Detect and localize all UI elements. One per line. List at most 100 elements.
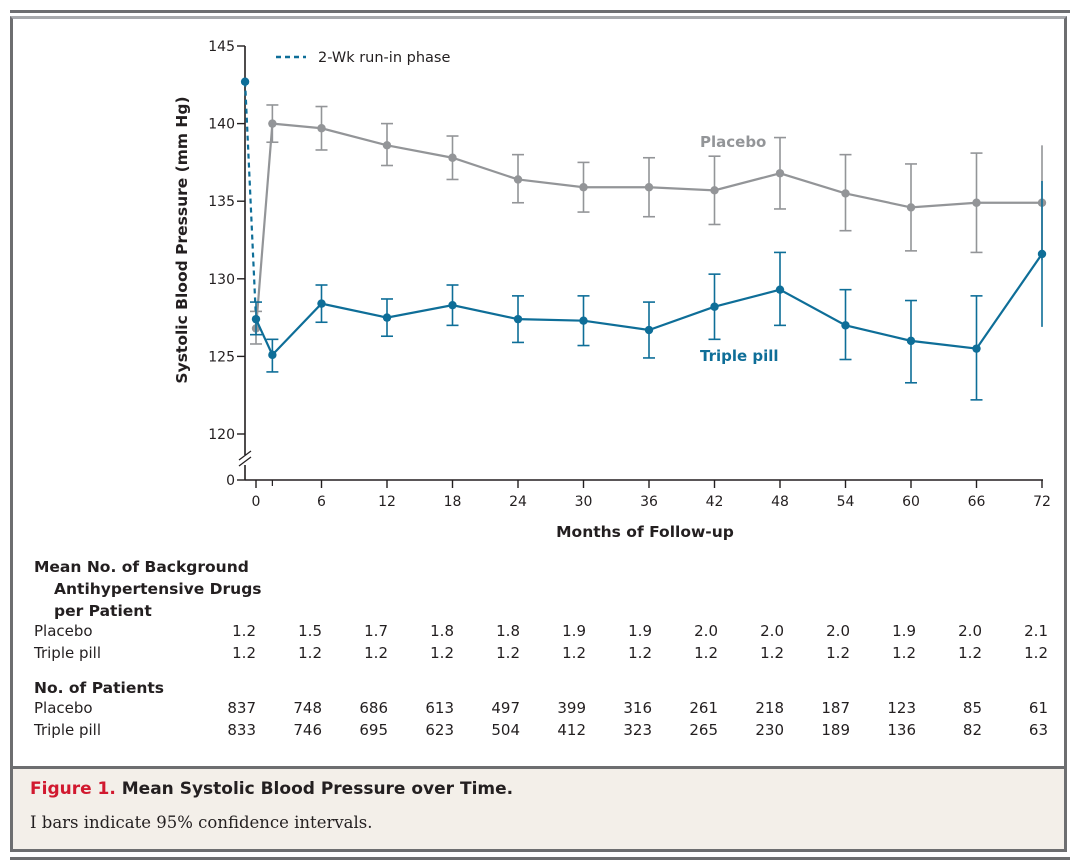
table-cell: 1.7 xyxy=(364,622,388,640)
x-tick-label: 30 xyxy=(575,494,593,510)
table-cell: 85 xyxy=(962,699,982,717)
triple-pill-data-point xyxy=(251,314,261,324)
placebo-data-point xyxy=(710,186,719,195)
table-cell: 1.9 xyxy=(892,622,916,640)
table-cell: 1.2 xyxy=(430,644,454,662)
table-cell: 695 xyxy=(359,721,388,739)
placebo-data-point xyxy=(268,119,277,128)
triple-pill-data-point xyxy=(268,350,277,360)
triple-pill-data-point xyxy=(382,313,392,322)
triple-pill-line xyxy=(255,253,1043,357)
patients-header: No. of Patients xyxy=(34,677,164,699)
x-tick-label: 42 xyxy=(706,494,724,510)
figure-caption: Figure 1. Mean Systolic Blood Pressure o… xyxy=(13,766,1064,849)
table-cell: 323 xyxy=(623,721,652,739)
bottom-rule xyxy=(10,857,1070,860)
runin-layer xyxy=(240,77,258,320)
triple-pill-data-point xyxy=(644,325,654,335)
x-tick-label: 6 xyxy=(317,494,326,510)
table-cell: 1.2 xyxy=(958,644,982,662)
triple-pill-data-point xyxy=(775,285,785,294)
placebo-data-point xyxy=(382,141,392,150)
table-cell: 2.1 xyxy=(1024,622,1048,640)
row-label: Triple pill xyxy=(34,721,102,739)
table-row: Triple pill 1.2 1.2 1.2 1.2 1.2 1.2 1.2 1.2 1.2 1.… xyxy=(34,644,1064,666)
table-cell: 1.9 xyxy=(628,622,652,640)
y-tick-label: 140 xyxy=(208,117,235,133)
table-cell: 748 xyxy=(293,699,322,717)
table-cell: 189 xyxy=(821,721,850,739)
table-cell: 136 xyxy=(887,721,916,739)
table-cell: 1.2 xyxy=(298,644,322,662)
drugs-header-line-1: Mean No. of Background xyxy=(34,558,249,576)
top-rule xyxy=(10,10,1070,13)
x-tick-label: 72 xyxy=(1033,494,1051,510)
drugs-header: Mean No. of Background Antihypertensive … xyxy=(34,556,262,622)
y-tick-label: 135 xyxy=(208,194,235,210)
table-cell: 1.9 xyxy=(562,622,586,640)
x-axis-title: Months of Follow-up xyxy=(556,523,734,541)
table-cell: 1.5 xyxy=(298,622,322,640)
axis-break-mark xyxy=(238,450,252,461)
patients-header-title: No. of Patients xyxy=(34,679,165,697)
table-cell: 497 xyxy=(491,699,520,717)
table-cell: 1.2 xyxy=(496,644,520,662)
placebo-data-point xyxy=(513,175,523,184)
triple-pill-series-label: Triple pill xyxy=(700,347,779,365)
x-tick-label: 66 xyxy=(968,494,986,510)
table-cell: 2.0 xyxy=(760,622,784,640)
axis-break-mark xyxy=(238,456,252,467)
triple-pill-data-point xyxy=(1037,249,1047,259)
table-cell: 746 xyxy=(293,721,322,739)
triple-pill-data-point xyxy=(448,300,457,310)
placebo-data-point xyxy=(448,153,457,162)
table-row: Placebo 837 748 686 613 497 399 316 261 218 187 123… xyxy=(34,699,1064,721)
legend: 2-Wk run-in phase xyxy=(276,50,450,66)
row-label: Placebo xyxy=(34,699,93,717)
placebo-data-point xyxy=(317,124,326,133)
table-cell: 833 xyxy=(227,721,256,739)
placebo-data-point xyxy=(644,183,654,192)
table-cell: 837 xyxy=(227,699,256,717)
row-label: Placebo xyxy=(34,622,93,640)
x-tick-label: 12 xyxy=(378,494,396,510)
figure-label: Figure 1. xyxy=(30,779,116,799)
table-cell: 399 xyxy=(557,699,586,717)
table-cell: 1.2 xyxy=(1024,644,1048,662)
table-cell: 1.8 xyxy=(430,622,454,640)
x-tick-label: 60 xyxy=(902,494,920,510)
y-axis-title: Systolic Blood Pressure (mm Hg) xyxy=(173,96,191,383)
axes: 120 125 130 135 140 145 0 0 6 12 18 24 30 36 42 48 54 60 6… xyxy=(208,39,1051,510)
drugs-header-line-2: Antihypertensive Drugs xyxy=(54,580,262,598)
table-cell: 412 xyxy=(557,721,586,739)
placebo-line xyxy=(254,122,1042,329)
table-cell: 623 xyxy=(425,721,454,739)
table-cell: 1.2 xyxy=(628,644,652,662)
table-cell: 261 xyxy=(689,699,718,717)
table-cell: 63 xyxy=(1028,721,1048,739)
table-row: Triple pill 833 746 695 623 504 412 323 265 230 18… xyxy=(34,721,1064,743)
triple-pill-data-point xyxy=(906,336,916,346)
table-cell: 2.0 xyxy=(958,622,982,640)
table-cell: 230 xyxy=(755,721,784,739)
triple-pill-data-point xyxy=(513,314,523,324)
table-cell: 1.2 xyxy=(760,644,784,662)
table-cell: 1.2 xyxy=(364,644,388,662)
runin-dashed-line xyxy=(243,81,258,320)
table-row: Placebo 1.2 1.5 1.7 1.8 1.8 1.9 1.9 2.0 2.0 2.0 1.9… xyxy=(34,622,1064,644)
y-tick-label: 125 xyxy=(208,349,235,365)
table-cell: 218 xyxy=(755,699,784,717)
row-label: Triple pill xyxy=(34,644,102,662)
table-cell: 61 xyxy=(1028,699,1048,717)
triple-pill-data-point xyxy=(841,321,850,330)
triple-pill-data-point xyxy=(317,299,326,308)
blood-pressure-chart: 120 125 130 135 140 145 0 0 6 12 18 24 30 36 42 48 54 60 6… xyxy=(173,39,1051,541)
caption-title: Figure 1. Mean Systolic Blood Pressure o… xyxy=(30,779,513,799)
x-tick-label: 0 xyxy=(252,494,261,510)
table-cell: 316 xyxy=(623,699,652,717)
x-tick-label: 48 xyxy=(771,494,789,510)
x-tick-label: 36 xyxy=(640,494,658,510)
table-cell: 2.0 xyxy=(694,622,718,640)
figure-frame xyxy=(10,16,1067,852)
table-cell: 187 xyxy=(821,699,850,717)
